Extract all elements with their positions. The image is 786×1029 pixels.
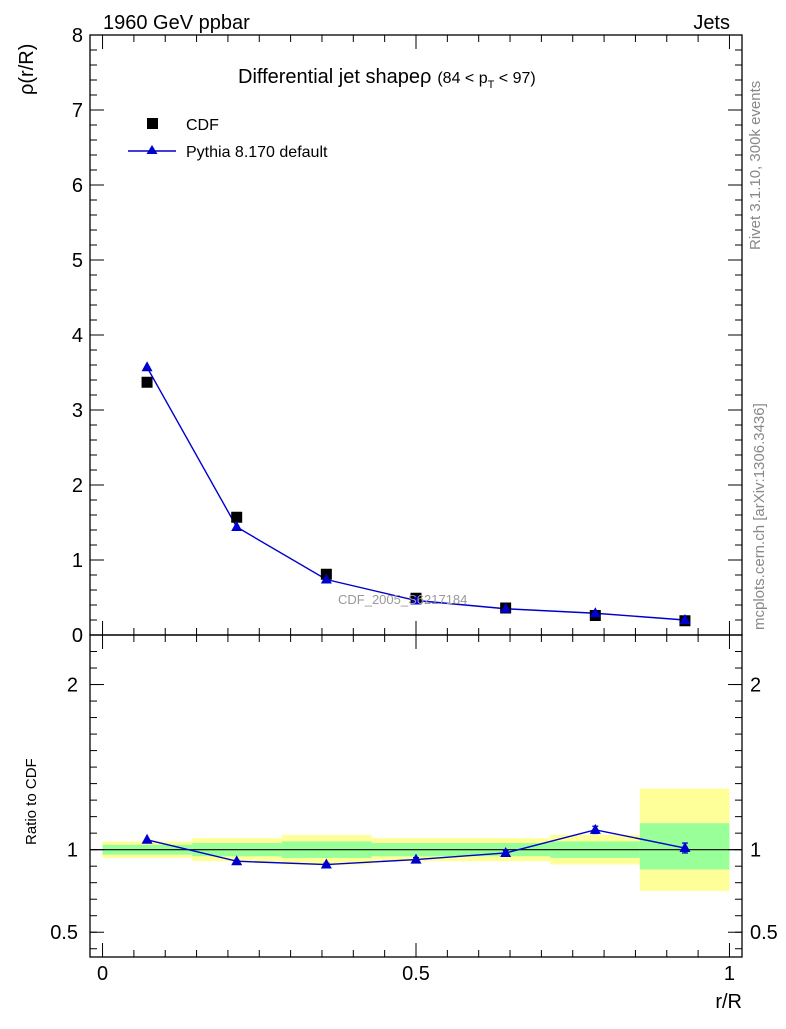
legend-cdf-label: CDF bbox=[186, 117, 219, 134]
ratio-point bbox=[141, 833, 153, 844]
pythia-point bbox=[410, 594, 422, 605]
pythia-series-line bbox=[146, 366, 686, 621]
main-title-end: < 97) bbox=[494, 70, 535, 87]
main-title-text: Differential jet shapeρ bbox=[238, 66, 431, 88]
header-right: Jets bbox=[693, 12, 730, 34]
header-left: 1960 GeV ppbar bbox=[103, 12, 250, 34]
pythia-point bbox=[141, 361, 153, 372]
cdf-point bbox=[231, 511, 243, 523]
main-ytick-label: 0 bbox=[72, 625, 83, 647]
legend: CDF Pythia 8.170 default bbox=[128, 117, 328, 161]
main-ytick-label: 1 bbox=[72, 550, 83, 572]
main-ytick-label: 4 bbox=[72, 325, 83, 347]
main-ytick-label: 2 bbox=[72, 475, 83, 497]
legend-cdf-marker bbox=[147, 118, 158, 129]
ratio-ytick-label-left: 1 bbox=[67, 840, 78, 862]
ratio-xtick-label: 1 bbox=[724, 963, 735, 985]
pythia-point bbox=[500, 602, 512, 613]
main-ytick-label: 7 bbox=[72, 100, 83, 122]
legend-pythia-marker bbox=[146, 145, 158, 154]
ratio-axis-ticks: 0.5 0.5 1 1 2 2 0 0.5 1 bbox=[50, 635, 778, 985]
main-panel: 0 1 2 3 4 5 6 7 8 ρ(r/R) Differential jet shapeρ… bbox=[16, 25, 743, 647]
ratio-ytick-label-right: 0.5 bbox=[750, 922, 778, 944]
analysis-watermark: CDF_2005_S6217184 bbox=[338, 592, 467, 607]
main-y-axis-label: ρ(r/R) bbox=[16, 44, 38, 95]
main-ytick-label: 8 bbox=[72, 25, 83, 47]
ratio-point bbox=[231, 855, 243, 866]
pythia-point bbox=[320, 573, 332, 584]
ratio-point bbox=[410, 853, 422, 864]
ratio-ytick-label-right: 2 bbox=[750, 675, 761, 697]
mcplots-label: mcplots.cern.ch [arXiv:1306.3436] bbox=[751, 403, 768, 630]
main-title-sub: T bbox=[488, 79, 495, 91]
ratio-panel: 0.5 0.5 1 1 2 2 0 0.5 1 Ratio to CDF r/R bbox=[23, 634, 778, 1013]
ratio-xtick-label: 0 bbox=[97, 963, 108, 985]
ratio-ytick-label-right: 1 bbox=[750, 840, 761, 862]
ratio-ytick-label-left: 0.5 bbox=[50, 922, 78, 944]
legend-pythia-label: Pythia 8.170 default bbox=[186, 144, 328, 161]
ratio-point bbox=[320, 858, 332, 869]
pythia-point bbox=[679, 614, 691, 624]
main-ytick-label: 3 bbox=[72, 400, 83, 422]
main-ytick-label: 6 bbox=[72, 175, 83, 197]
x-axis-label: r/R bbox=[715, 991, 742, 1013]
ratio-xtick-label: 0.5 bbox=[402, 963, 430, 985]
main-title: Differential jet shapeρ (84 < pT < 97) bbox=[238, 66, 536, 91]
pythia-point bbox=[231, 521, 243, 531]
cdf-point bbox=[141, 376, 153, 388]
ratio-y-axis-label: Ratio to CDF bbox=[23, 758, 40, 845]
main-title-range: (84 < p bbox=[437, 70, 487, 87]
pythia-point bbox=[589, 607, 601, 618]
ratio-point bbox=[589, 823, 601, 834]
main-axis-ticks: 0 1 2 3 4 5 6 7 8 bbox=[72, 25, 742, 647]
main-ytick-label: 5 bbox=[72, 250, 83, 272]
ratio-point bbox=[500, 846, 512, 857]
ratio-ytick-label-left: 2 bbox=[67, 675, 78, 697]
rivet-label: Rivet 3.1.10, 300k events bbox=[747, 81, 764, 250]
ratio-point bbox=[679, 842, 691, 853]
